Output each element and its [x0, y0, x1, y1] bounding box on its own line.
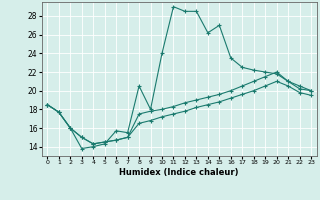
X-axis label: Humidex (Indice chaleur): Humidex (Indice chaleur) [119, 168, 239, 177]
